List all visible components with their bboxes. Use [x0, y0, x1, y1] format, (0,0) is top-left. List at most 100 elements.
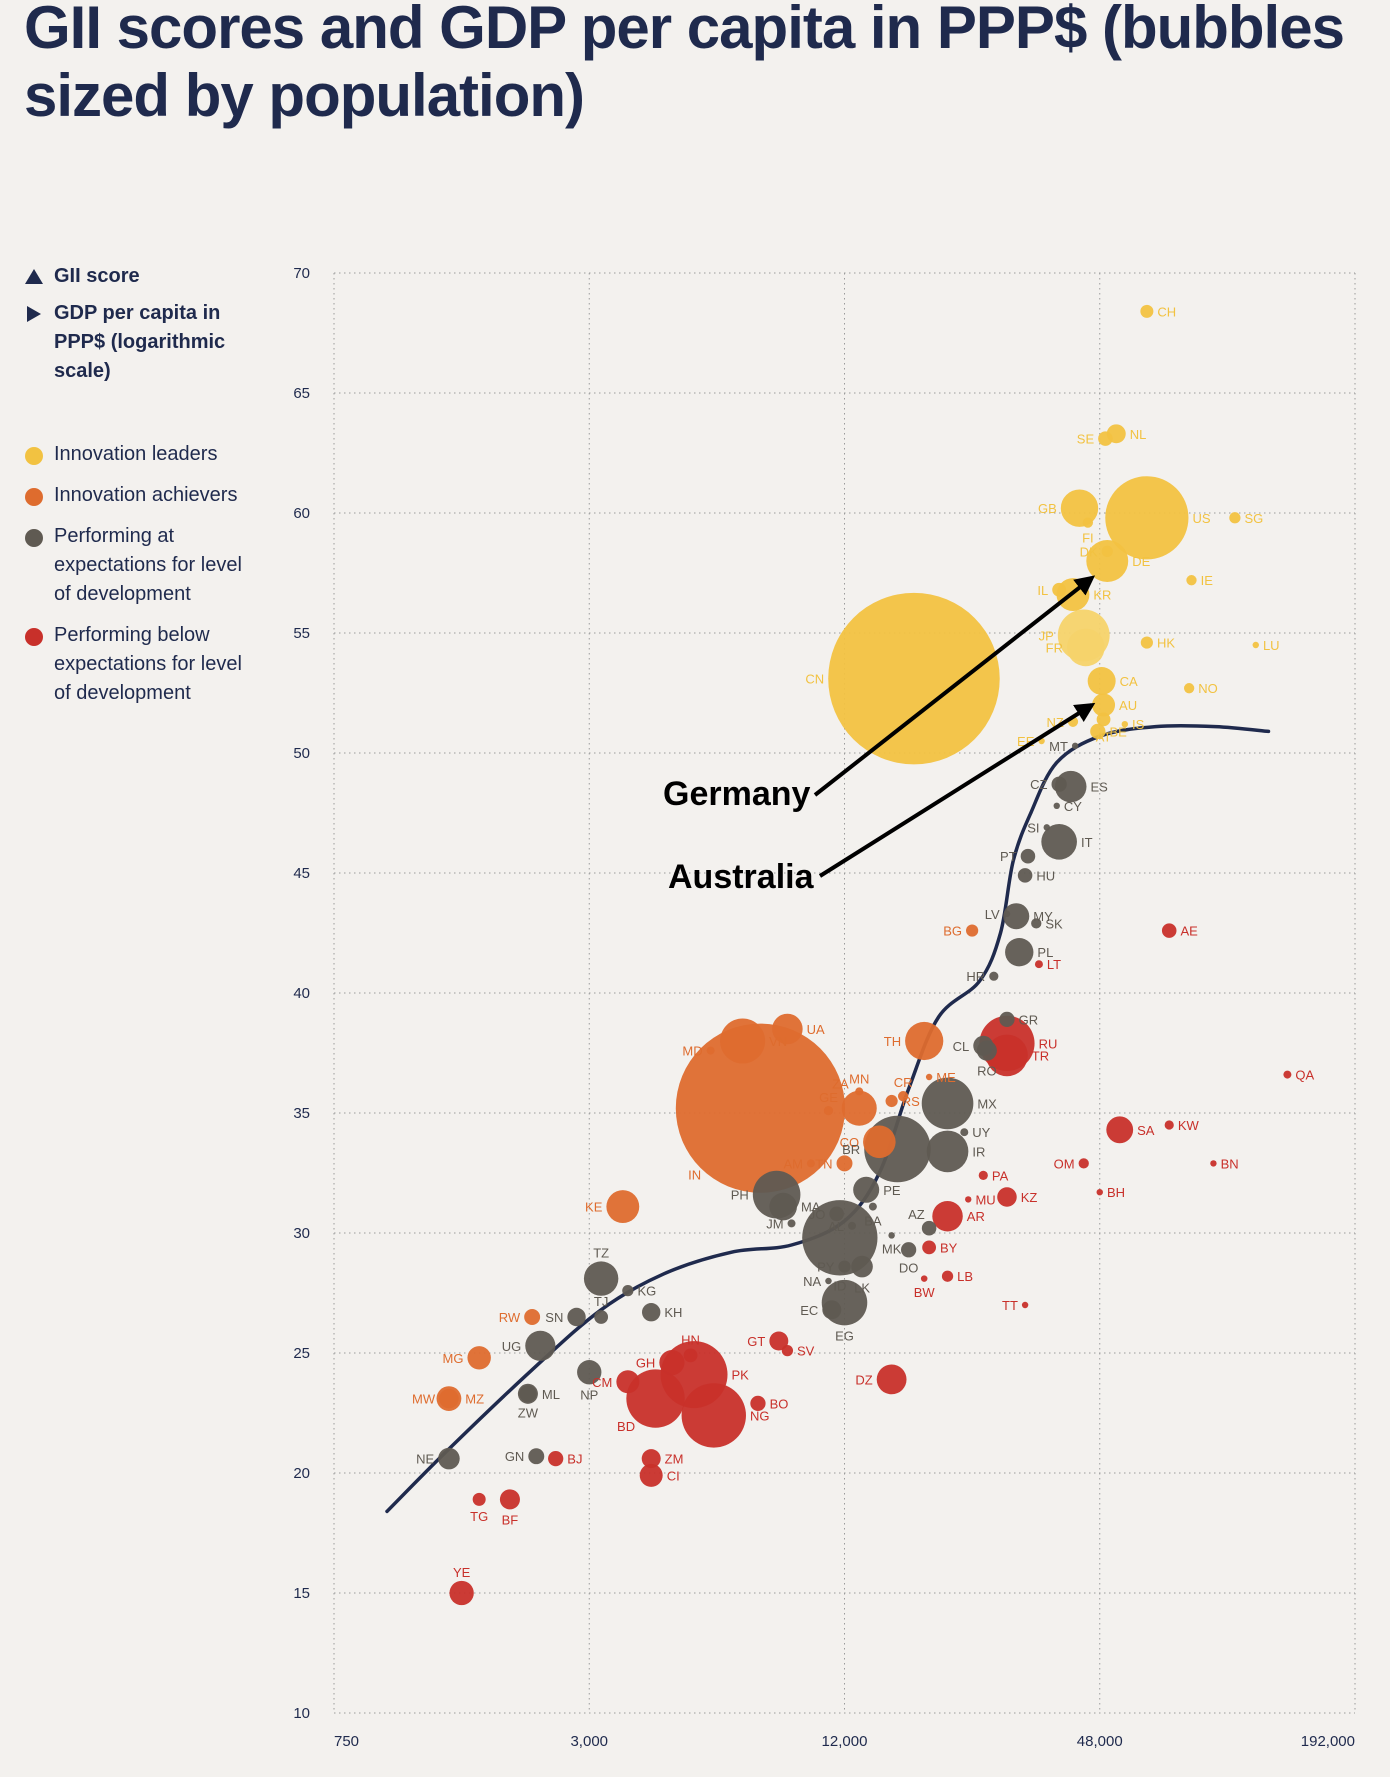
- bubble-tz: [583, 1261, 619, 1296]
- bubble-gt: [769, 1331, 789, 1351]
- point-label-ma: MA: [801, 1200, 821, 1215]
- point-label-vn: VN: [769, 1034, 787, 1049]
- point-label-gb: GB: [1038, 501, 1057, 516]
- point-label-is: IS: [1132, 717, 1145, 732]
- point-label-ml: ML: [542, 1387, 560, 1402]
- point-label-ae: AE: [1180, 924, 1198, 939]
- bubble-sk: [1031, 918, 1042, 929]
- bubble-bn: [1210, 1160, 1217, 1167]
- y-tick-label: 65: [293, 385, 310, 402]
- bubble-mw: [439, 1388, 459, 1409]
- bubble-om: [1078, 1158, 1089, 1169]
- bubble-mx: [921, 1077, 974, 1130]
- point-label-es: ES: [1090, 780, 1108, 795]
- point-label-ph: PH: [731, 1188, 749, 1203]
- bubble-kg: [622, 1284, 634, 1297]
- bubble-de: [1086, 540, 1129, 582]
- y-tick-label: 15: [293, 1585, 310, 1602]
- bubble-gn: [528, 1448, 545, 1465]
- point-label-za: ZA: [832, 1077, 849, 1092]
- point-label-ci: CI: [667, 1468, 680, 1483]
- point-label-gh: GH: [636, 1356, 656, 1371]
- legend-label: Innovation achievers: [54, 484, 238, 506]
- bubble-rw: [524, 1309, 541, 1325]
- dot-icon: [25, 447, 43, 465]
- legend-item-performing-at-expectations: Performing at expectations for level of …: [24, 522, 274, 609]
- bubble-ma: [769, 1192, 797, 1221]
- point-label-al: AL: [828, 1219, 844, 1234]
- trend-curve: [385, 723, 1271, 1514]
- bubble-am: [806, 1159, 815, 1168]
- point-label-na: NA: [803, 1274, 821, 1289]
- point-label-mx: MX: [977, 1096, 997, 1111]
- point-label-pe: PE: [883, 1183, 901, 1198]
- bubble-ir: [926, 1130, 969, 1173]
- point-label-ne: NE: [416, 1452, 434, 1467]
- point-label-bw: BW: [914, 1285, 936, 1300]
- point-label-eg: EG: [835, 1328, 854, 1343]
- bubble-kw: [1164, 1120, 1174, 1130]
- bubble-ua: [772, 1013, 803, 1045]
- point-label-pa: PA: [992, 1168, 1009, 1183]
- point-label-bn: BN: [1221, 1156, 1239, 1171]
- point-label-hn: HN: [681, 1333, 700, 1348]
- bubble-dz: [876, 1364, 907, 1395]
- triangle-up-icon: [25, 269, 43, 284]
- annotation-arrow: [813, 575, 1096, 797]
- legend: GII score GDP per capita in PPP$ (logari…: [24, 262, 274, 708]
- point-label-fr: FR: [1046, 640, 1063, 655]
- x-tick-label: 192,000: [1301, 1733, 1355, 1750]
- point-label-gt: GT: [747, 1334, 765, 1349]
- point-label-my: MY: [1033, 909, 1053, 924]
- bubble-ci: [639, 1463, 663, 1487]
- bubble-jo: [829, 1206, 844, 1222]
- bubble-lt: [1034, 960, 1043, 969]
- point-label-us: US: [1192, 511, 1210, 526]
- bubble-hn: [683, 1348, 698, 1363]
- trend-line: [385, 723, 1271, 1514]
- bubble-sa: [1106, 1116, 1134, 1144]
- point-label-bf: BF: [502, 1512, 519, 1527]
- bubble-il: [1052, 582, 1067, 597]
- point-label-cm: CM: [592, 1375, 612, 1390]
- point-label-lk: LK: [854, 1280, 870, 1295]
- bubble-bw: [920, 1275, 928, 1282]
- y-tick-label: 20: [293, 1465, 310, 1482]
- point-label-gn: GN: [505, 1449, 525, 1464]
- annotation-arrow: [818, 702, 1096, 878]
- bubble-ne: [438, 1447, 460, 1470]
- point-label-kz: KZ: [1021, 1190, 1038, 1205]
- x-tick-label: 3,000: [570, 1733, 608, 1750]
- bubble-sg: [1229, 512, 1241, 524]
- bubble-me: [925, 1073, 933, 1081]
- point-label-py: PY: [817, 1260, 835, 1275]
- point-label-ng: NG: [750, 1408, 770, 1423]
- y-tick-label: 25: [293, 1345, 310, 1362]
- point-label-in: IN: [688, 1167, 701, 1182]
- point-label-kw: KW: [1178, 1118, 1200, 1133]
- bubble-tr: [986, 1034, 1028, 1077]
- bubble-ug: [525, 1330, 556, 1361]
- point-label-co: CO: [840, 1135, 860, 1150]
- bubble-ar: [932, 1200, 963, 1232]
- dot-icon: [25, 628, 43, 646]
- point-label-sv: SV: [797, 1344, 815, 1359]
- bubble-az: [921, 1220, 937, 1236]
- point-label-kg: KG: [637, 1284, 656, 1299]
- point-label-zw: ZW: [518, 1405, 539, 1420]
- point-label-id: ID: [833, 1278, 846, 1293]
- legend-item-performing-below-expectations: Performing below expectations for level …: [24, 621, 274, 708]
- bubble-al: [848, 1221, 856, 1230]
- bubble-cn: [828, 592, 1000, 765]
- annotation-germany: Germany: [663, 775, 810, 813]
- bubble-do: [901, 1242, 917, 1258]
- point-label-hr: HR: [966, 969, 985, 984]
- y-tick-label: 40: [293, 985, 310, 1002]
- bubble-cr: [897, 1091, 909, 1102]
- bubble-mu: [965, 1196, 972, 1203]
- bubble-hk: [1140, 636, 1153, 649]
- point-label-jo: JO: [809, 1207, 826, 1222]
- bubble-fi: [1082, 517, 1094, 528]
- point-label-si: SI: [1027, 820, 1039, 835]
